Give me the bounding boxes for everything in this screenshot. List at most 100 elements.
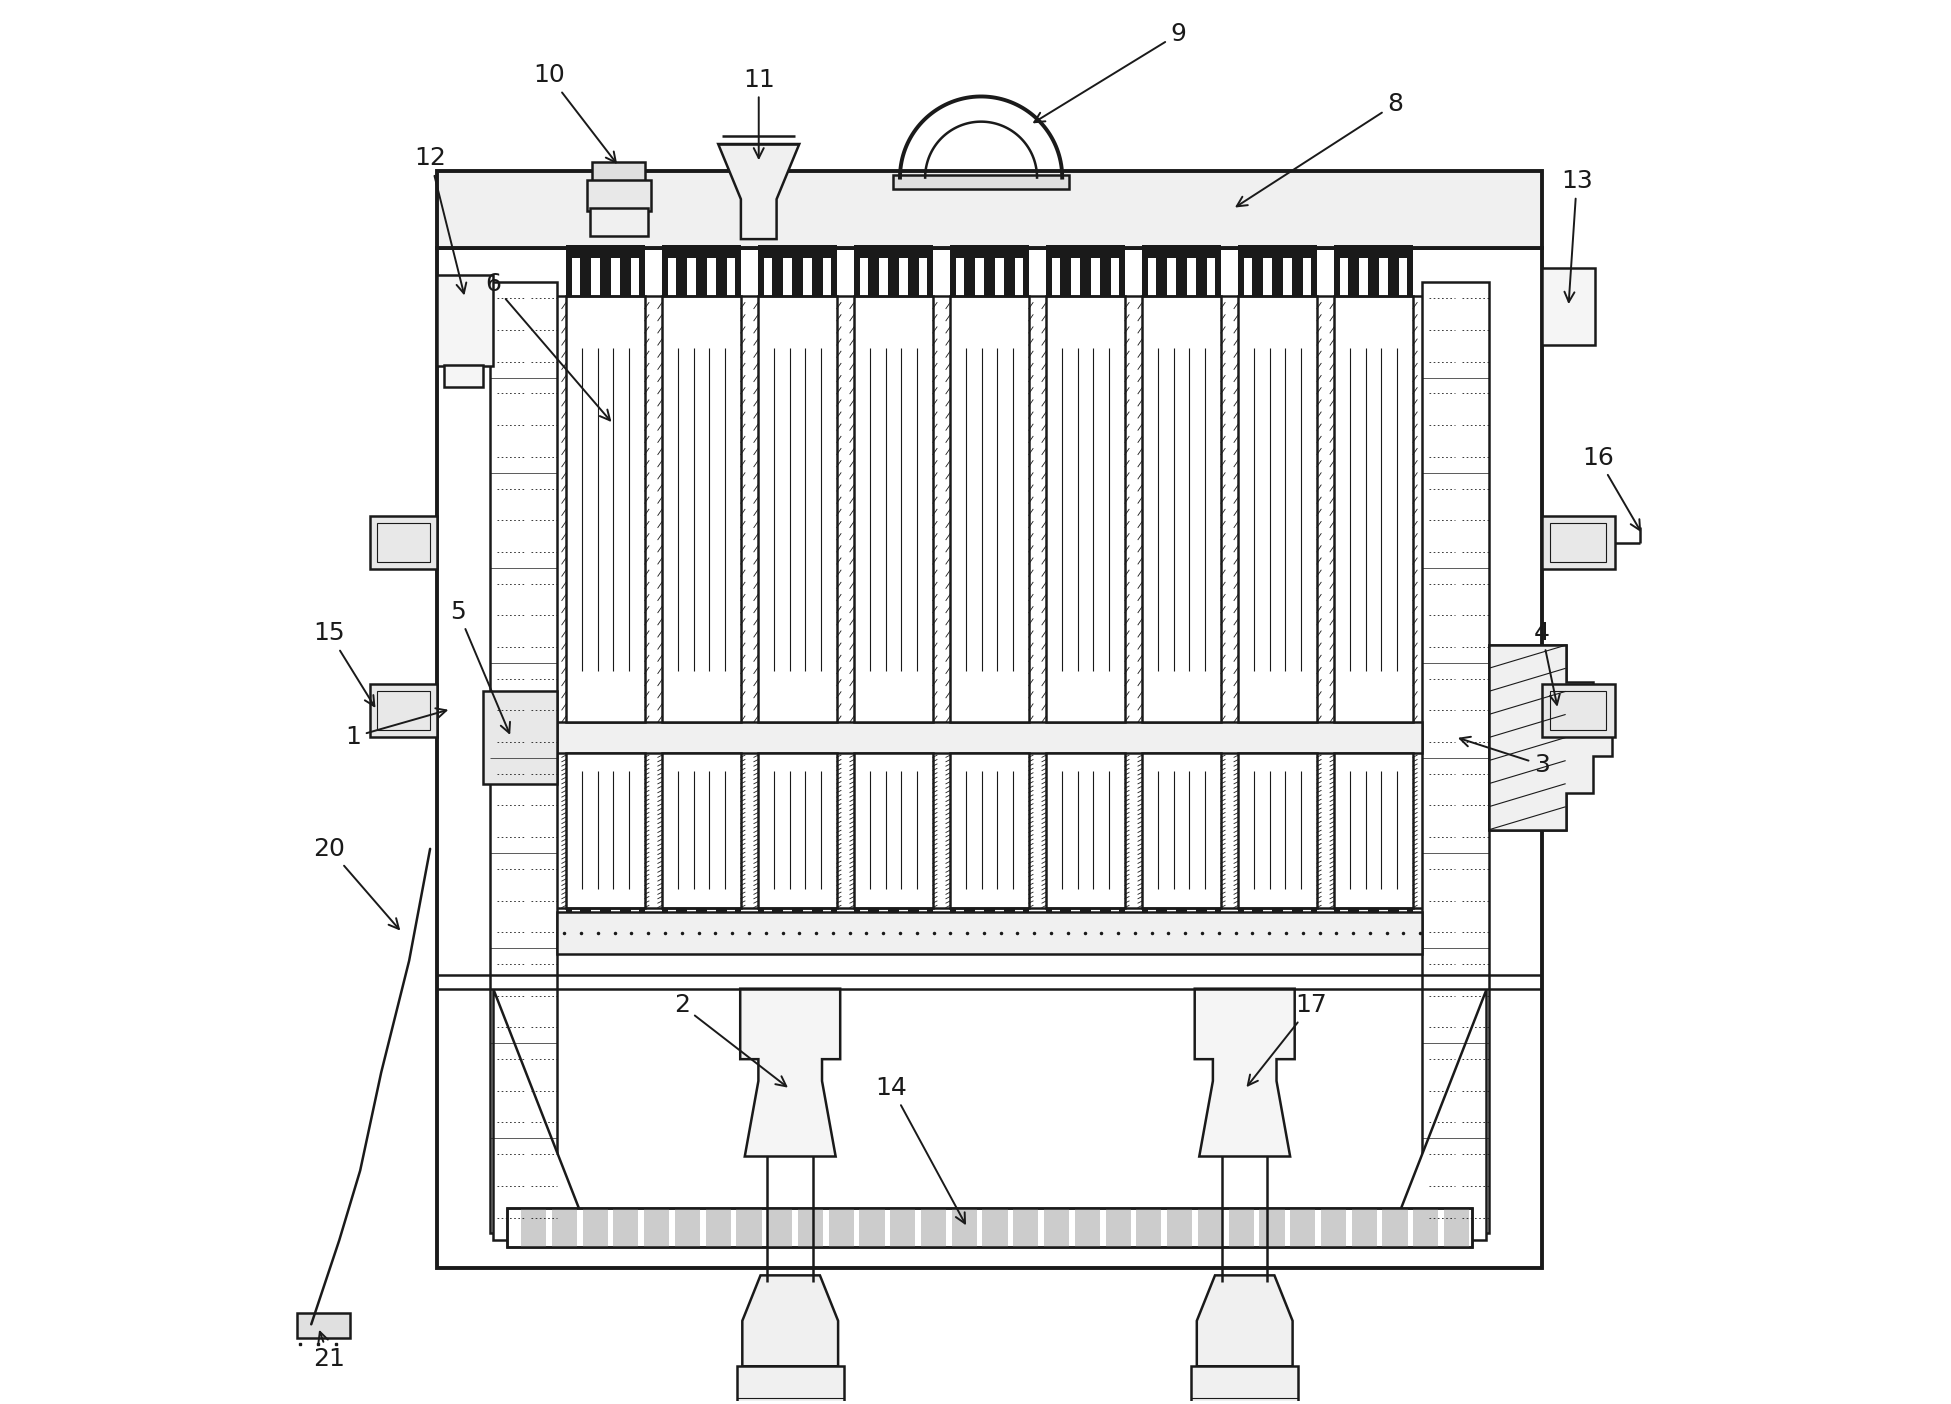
- Bar: [759, 246, 763, 296]
- Bar: [1239, 921, 1258, 927]
- Bar: [1024, 907, 1028, 927]
- Bar: [661, 921, 681, 927]
- Bar: [1081, 246, 1085, 296]
- Bar: [817, 246, 823, 296]
- Bar: [589, 208, 648, 236]
- Polygon shape: [741, 1275, 839, 1366]
- Bar: [1100, 907, 1104, 927]
- Text: 5: 5: [451, 600, 509, 733]
- Bar: [1202, 921, 1221, 927]
- Bar: [1374, 907, 1379, 927]
- Bar: [1046, 246, 1065, 258]
- Bar: [913, 921, 933, 927]
- Bar: [681, 907, 687, 927]
- Polygon shape: [1413, 1209, 1438, 1247]
- Bar: [1085, 246, 1091, 296]
- Bar: [1003, 246, 1009, 296]
- Polygon shape: [1075, 1209, 1100, 1247]
- Bar: [1258, 907, 1264, 927]
- Polygon shape: [1196, 1275, 1294, 1366]
- Bar: [868, 907, 874, 927]
- Bar: [737, 1366, 843, 1404]
- Text: 2: 2: [673, 994, 786, 1087]
- Bar: [1202, 907, 1208, 927]
- Bar: [1085, 921, 1104, 927]
- Bar: [1081, 907, 1085, 927]
- Bar: [593, 163, 646, 183]
- Polygon shape: [1044, 1209, 1069, 1247]
- Bar: [445, 365, 484, 388]
- Bar: [1009, 907, 1015, 927]
- Bar: [702, 246, 706, 296]
- Bar: [1393, 246, 1413, 258]
- Bar: [661, 246, 681, 258]
- Bar: [831, 907, 837, 927]
- Bar: [1215, 246, 1221, 296]
- Bar: [1354, 246, 1360, 296]
- Bar: [1157, 907, 1163, 927]
- Bar: [759, 296, 837, 722]
- Bar: [759, 907, 763, 927]
- Bar: [681, 246, 702, 258]
- Bar: [1278, 921, 1297, 927]
- Bar: [1009, 921, 1028, 927]
- Bar: [620, 246, 624, 296]
- Bar: [913, 246, 933, 258]
- Bar: [1182, 907, 1186, 927]
- Bar: [1551, 524, 1606, 562]
- Bar: [1407, 907, 1413, 927]
- Bar: [377, 691, 429, 730]
- Text: 12: 12: [414, 146, 466, 293]
- Bar: [1104, 921, 1126, 927]
- Bar: [894, 921, 913, 927]
- Bar: [812, 246, 817, 296]
- Bar: [778, 921, 798, 927]
- Bar: [1297, 921, 1317, 927]
- Bar: [558, 722, 1422, 753]
- Bar: [778, 907, 782, 927]
- Bar: [1239, 753, 1317, 907]
- Bar: [907, 246, 913, 296]
- Bar: [1541, 684, 1615, 737]
- Polygon shape: [1383, 1209, 1407, 1247]
- Bar: [297, 1313, 351, 1338]
- Bar: [585, 246, 605, 258]
- Bar: [661, 296, 741, 722]
- Bar: [1176, 907, 1182, 927]
- Bar: [1368, 907, 1374, 927]
- Bar: [1253, 246, 1258, 296]
- Bar: [640, 907, 644, 927]
- Bar: [874, 921, 894, 927]
- Bar: [1334, 246, 1340, 296]
- Text: 21: 21: [314, 1332, 345, 1372]
- Polygon shape: [1321, 1209, 1346, 1247]
- Polygon shape: [1444, 1209, 1469, 1247]
- Bar: [1292, 246, 1297, 296]
- Bar: [1065, 921, 1085, 927]
- Bar: [605, 907, 611, 927]
- Bar: [371, 517, 437, 569]
- Bar: [1334, 296, 1413, 722]
- Bar: [1182, 246, 1186, 296]
- Bar: [579, 246, 585, 296]
- Bar: [874, 907, 880, 927]
- Bar: [1104, 907, 1110, 927]
- Bar: [722, 921, 741, 927]
- Bar: [507, 1209, 1471, 1247]
- Bar: [927, 907, 933, 927]
- Text: 6: 6: [486, 272, 611, 420]
- Bar: [970, 907, 976, 927]
- Bar: [1354, 907, 1360, 927]
- Bar: [1085, 246, 1104, 258]
- Bar: [661, 246, 667, 296]
- Bar: [1387, 907, 1393, 927]
- Bar: [950, 921, 970, 927]
- Bar: [812, 907, 817, 927]
- Bar: [1215, 907, 1221, 927]
- Bar: [605, 921, 624, 927]
- Bar: [1253, 907, 1258, 927]
- Bar: [1334, 753, 1413, 907]
- Bar: [874, 246, 894, 258]
- Bar: [1239, 907, 1243, 927]
- Polygon shape: [1290, 1209, 1315, 1247]
